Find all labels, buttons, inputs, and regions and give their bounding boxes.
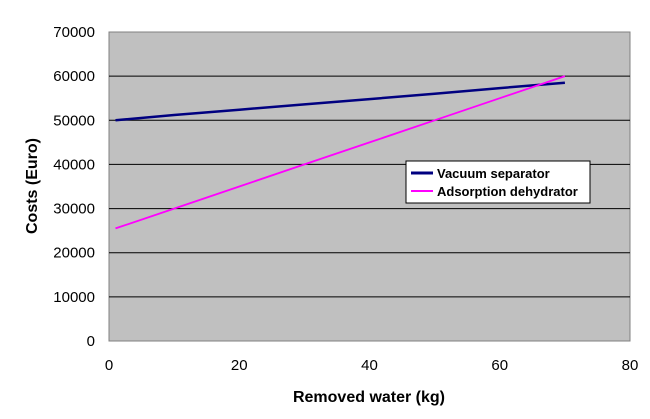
series-line-vacuum-separator [115, 81, 566, 122]
y-axis-title: Costs (Euro) [24, 138, 41, 234]
y-tick-label: 60000 [53, 68, 95, 85]
y-tick-label: 0 [87, 333, 95, 350]
x-tick-label: 0 [105, 357, 113, 374]
legend-label-vacuum-separator: Vacuum separator [437, 166, 550, 181]
series-line-adsorption-dehydrator [115, 75, 566, 230]
legend-label-adsorption-dehydrator: Adsorption dehydrator [437, 184, 578, 199]
y-tick-label: 70000 [53, 24, 95, 41]
x-tick-label: 20 [231, 357, 248, 374]
x-tick-label: 60 [491, 357, 508, 374]
legend: Vacuum separator Adsorption dehydrator [405, 160, 591, 204]
x-tick-label: 80 [622, 357, 639, 374]
y-tick-label: 20000 [53, 245, 95, 262]
legend-box [405, 160, 591, 204]
y-tick-label: 50000 [53, 112, 95, 129]
x-axis-title: Removed water (kg) [293, 389, 445, 406]
series-lines [115, 75, 566, 230]
y-tick-label: 40000 [53, 156, 95, 173]
tick-labels: 0 10000 20000 30000 40000 50000 60000 70000 0 20 4… [53, 24, 638, 374]
y-tick-label: 30000 [53, 201, 95, 218]
grid-lines [109, 75, 630, 298]
y-tick-label: 10000 [53, 289, 95, 306]
x-tick-label: 40 [361, 357, 378, 374]
